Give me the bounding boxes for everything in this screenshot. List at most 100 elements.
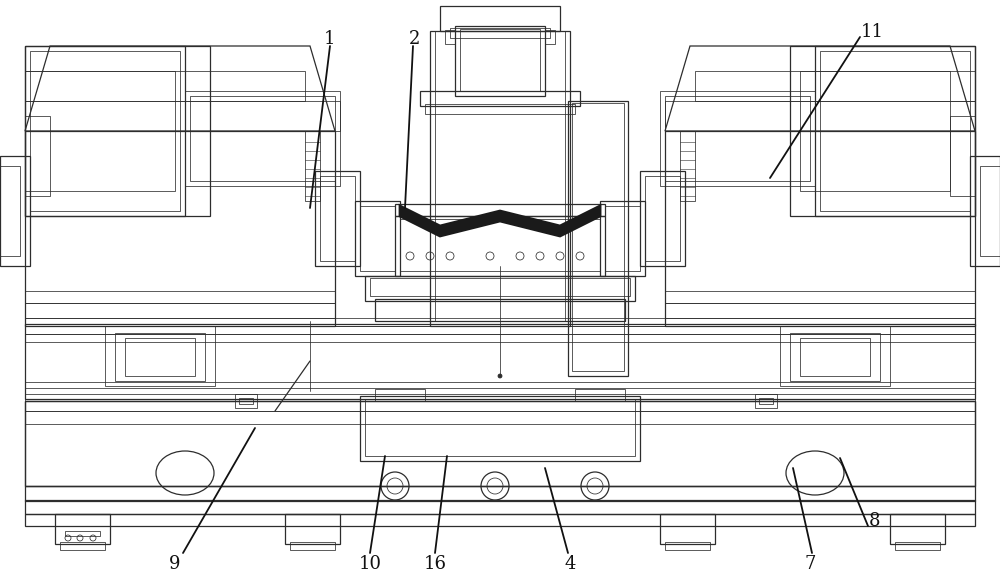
Text: 7: 7 <box>804 555 816 573</box>
Circle shape <box>498 374 502 378</box>
Bar <box>25 71 305 101</box>
Bar <box>30 51 180 211</box>
Bar <box>425 104 575 114</box>
Text: 16: 16 <box>424 555 446 573</box>
Bar <box>0 156 30 266</box>
Bar <box>285 514 340 544</box>
Bar <box>455 26 545 96</box>
Text: 2: 2 <box>409 30 421 48</box>
Bar <box>572 103 624 371</box>
Bar <box>105 326 215 386</box>
Bar <box>430 31 570 326</box>
Bar <box>680 131 695 201</box>
Bar <box>25 116 50 196</box>
Bar <box>25 500 975 514</box>
Bar <box>665 303 975 318</box>
Bar <box>25 131 335 326</box>
Bar <box>25 401 975 486</box>
Bar <box>759 398 773 404</box>
Bar <box>25 101 340 131</box>
Bar <box>25 318 975 326</box>
Bar <box>665 131 975 326</box>
Bar <box>25 303 335 318</box>
Bar <box>820 51 970 211</box>
Bar <box>375 389 425 401</box>
Bar <box>568 101 628 376</box>
Bar <box>25 326 975 334</box>
Bar <box>395 204 605 216</box>
Bar <box>190 96 335 181</box>
Bar <box>305 131 320 201</box>
Bar <box>800 71 950 191</box>
Bar <box>790 333 880 381</box>
Text: 11: 11 <box>860 23 884 41</box>
Text: 1: 1 <box>324 30 336 48</box>
Bar <box>235 394 257 408</box>
Bar <box>890 514 945 544</box>
Bar <box>660 514 715 544</box>
Bar <box>60 542 105 550</box>
Bar <box>25 401 975 486</box>
Bar <box>65 531 100 536</box>
Bar <box>605 206 640 271</box>
Bar <box>320 176 355 261</box>
Bar <box>239 398 253 404</box>
Bar <box>25 334 975 342</box>
Bar <box>375 299 625 321</box>
Bar <box>400 219 600 271</box>
Bar <box>185 91 340 186</box>
Bar <box>360 206 395 271</box>
Bar <box>645 176 680 261</box>
Bar <box>950 116 975 196</box>
Bar <box>780 326 890 386</box>
Text: 8: 8 <box>869 512 881 530</box>
Bar <box>25 399 975 411</box>
Bar <box>420 91 580 106</box>
Bar <box>115 333 205 381</box>
Bar <box>125 338 195 376</box>
Bar <box>600 201 645 276</box>
Bar <box>545 30 555 44</box>
Bar <box>815 46 975 216</box>
Bar <box>0 166 20 256</box>
Bar <box>360 396 640 461</box>
Text: 9: 9 <box>169 555 181 573</box>
Bar <box>445 30 455 44</box>
Bar <box>25 291 335 303</box>
Bar <box>895 542 940 550</box>
Bar <box>665 101 975 131</box>
Bar <box>640 171 685 266</box>
Bar <box>315 171 360 266</box>
Bar <box>665 96 810 181</box>
Bar <box>355 201 400 276</box>
Bar <box>440 6 560 31</box>
Bar <box>695 71 975 101</box>
Bar <box>460 29 540 91</box>
Bar <box>365 276 635 301</box>
Bar <box>790 46 975 216</box>
Bar <box>290 542 335 550</box>
Bar <box>970 156 1000 266</box>
Bar <box>25 71 175 191</box>
Text: 10: 10 <box>358 555 382 573</box>
Bar <box>575 389 625 401</box>
Text: 4: 4 <box>564 555 576 573</box>
Bar <box>25 514 975 526</box>
Bar <box>800 338 870 376</box>
Polygon shape <box>400 206 600 236</box>
Bar <box>980 166 1000 256</box>
Bar <box>665 542 710 550</box>
Bar <box>25 411 975 424</box>
Bar <box>755 394 777 408</box>
Bar <box>55 514 110 544</box>
Bar <box>25 486 975 501</box>
Bar <box>660 91 815 186</box>
Bar <box>365 399 635 456</box>
Bar <box>665 291 975 303</box>
Bar <box>395 216 605 276</box>
Bar <box>25 324 975 399</box>
Bar <box>370 278 630 296</box>
Bar <box>25 46 210 216</box>
Bar <box>450 28 550 38</box>
Bar <box>25 46 185 216</box>
